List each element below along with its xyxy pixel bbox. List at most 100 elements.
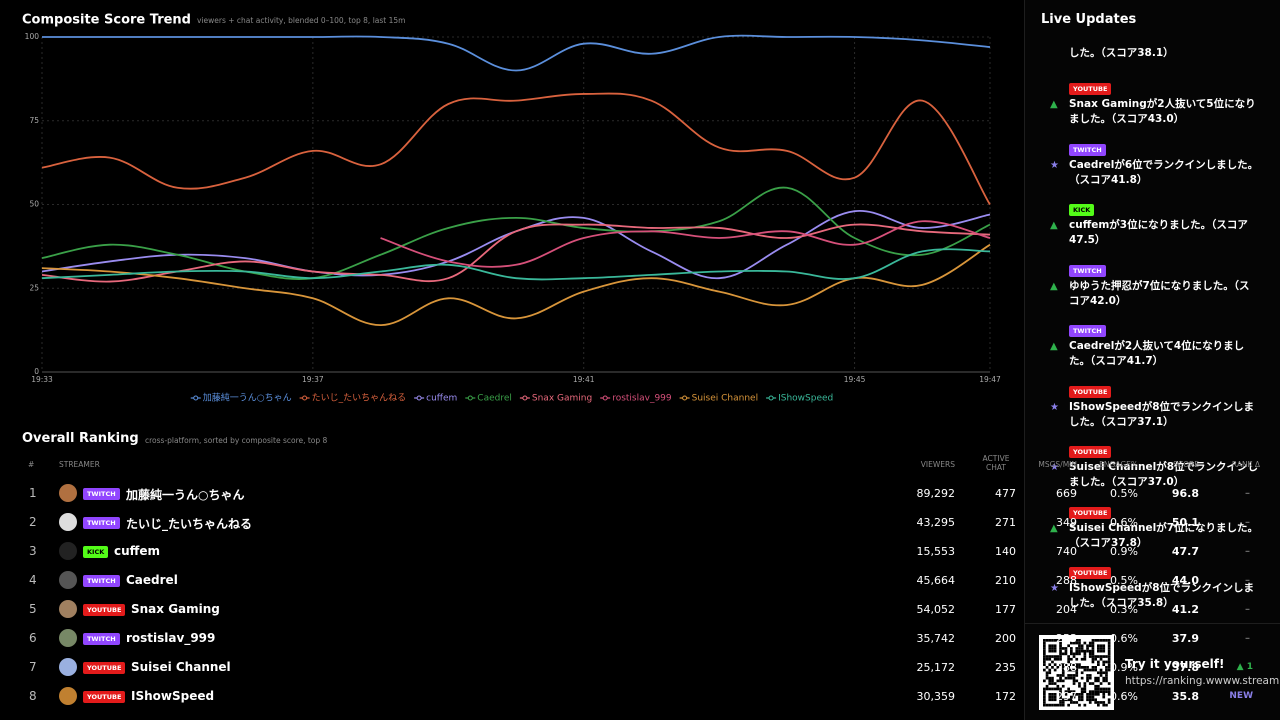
legend-item[interactable]: たいじ_たいちゃんねる [299,393,407,404]
rank-number: 8 [29,689,37,703]
cell-score: 50.1 [1171,516,1199,529]
cell-msgs: 669 [1056,487,1077,500]
platform-badge: YOUTUBE [83,662,126,674]
platform-badge: YOUTUBE [83,691,126,703]
update-text: Suisei Channelが7位になりました。（スコア37.8） [1069,521,1259,549]
avatar [59,542,77,560]
platform-badge: YOUTUBE [1069,446,1112,458]
cell-score: 96.8 [1171,487,1199,500]
avatar [59,687,77,705]
cell-viewers: 25,172 [916,661,956,674]
cell-score: 44.0 [1171,574,1199,587]
column-header: VIEWERS [920,460,955,469]
legend-item[interactable]: Snax Gaming [519,394,592,404]
column-header: MSGS/MIN [1038,460,1077,469]
update-text: Snax Gamingが2人抜いて5位になりました。（スコア43.0） [1069,98,1256,125]
rank-delta: – [1245,546,1250,557]
x-tick-label: 19:41 [573,375,595,384]
update-icon: ★ [1050,462,1059,473]
column-header: RANK Δ [1231,460,1260,469]
cell-viewers: 35,742 [916,632,956,645]
legend-item[interactable]: Caedrel [465,394,512,404]
legend-label: IShowSpeed [778,394,833,404]
platform-badge: YOUTUBE [1069,506,1112,519]
update-text: Caedrelが2人抜いて4位になりました。（スコア41.7） [1069,340,1245,367]
platform-badge: TWITCH [83,517,120,529]
x-tick-label: 19:37 [302,375,324,384]
update-text: した。（スコア38.1） [1069,47,1174,59]
legend-item[interactable]: IShowSpeed [766,394,833,404]
series-line [41,223,991,283]
chart-subtitle: viewers + chat activity, blended 0–100, … [197,16,405,25]
legend-marker [193,395,199,401]
x-tick-label: 19:33 [31,375,53,384]
update-item: ★ YOUTUBE IShowSpeedが8位でランクインしました。（スコア37.1… [1025,385,1280,446]
cell-msgs: 740 [1056,545,1077,558]
update-icon: ▲ [1050,280,1058,292]
column-header: # [28,460,35,469]
legend-item[interactable]: rostislav_999 [600,394,672,404]
platform-badge: TWITCH [1069,325,1106,337]
streamer-name: Snax Gaming [131,602,220,616]
series-line [41,243,991,327]
update-icon: ★ [1050,583,1059,594]
legend-label: たいじ_たいちゃんねる [312,393,407,404]
legend-label: 加藤純一うん○ちゃん [203,392,292,404]
avatar [59,513,77,531]
cell-viewers: 54,052 [916,603,956,616]
legend-marker [768,395,774,401]
rank-number: 2 [29,515,37,529]
cell-engage: 0.9% [1110,661,1138,674]
qr-code[interactable] [1039,635,1114,710]
update-icon: ▲ [1050,341,1058,352]
cell-active: 210 [995,574,1016,587]
update-item: ★ YOUTUBE IShowSpeedが8位でランクインしました。（スコア35.8… [1025,567,1280,620]
y-tick-label: 50 [29,200,39,209]
legend-label: rostislav_999 [612,394,672,404]
legend-label: cuffem [426,394,457,404]
platform-badge: YOUTUBE [83,604,126,616]
update-icon: ▲ [1050,522,1058,534]
update-item: ▲ YOUTUBE Suisei Channelが7位になりました。（スコア37.8… [1025,506,1280,567]
promo-url[interactable]: https://ranking.wwww.stream [1125,675,1280,687]
column-header: ENGAGE% [1099,460,1138,469]
update-list: した。（スコア38.1） ▲ YOUTUBE Snax Gamingが2人抜いて5位に… [1025,34,1280,620]
cell-msgs: 253 [1056,632,1077,645]
rank-number: 6 [29,631,37,645]
update-text: cuffemが3位になりました。（スコア47.5） [1069,219,1248,246]
platform-badge: TWITCH [83,633,120,645]
cell-engage: 0.5% [1110,574,1138,587]
cell-engage: 0.6% [1110,516,1138,529]
streamer-name: IShowSpeed [131,689,215,703]
column-header: SCORE [1173,460,1199,469]
cell-active: 172 [995,690,1016,703]
cell-engage: 0.5% [1110,487,1138,500]
cell-engage: 0.9% [1110,545,1138,558]
cell-score: 37.8 [1171,661,1199,674]
panel-title: Live Updates [1041,12,1137,27]
trend-chart: Composite Score Trend viewers + chat act… [22,13,1001,404]
y-tick-label: 25 [29,283,39,292]
legend-item[interactable]: cuffem [414,394,457,404]
legend-item[interactable]: 加藤純一うん○ちゃん [190,392,292,404]
rank-delta: – [1245,633,1250,644]
ranking-subtitle: cross-platform, sorted by composite scor… [145,436,328,445]
update-icon: ★ [1050,401,1059,413]
legend-label: Caedrel [477,394,512,404]
rank-number: 5 [29,602,37,616]
platform-badge: YOUTUBE [1069,385,1112,398]
rank-number: 7 [29,660,37,674]
column-header: ACTIVE CHAT [982,454,1010,472]
cell-engage: 0.3% [1110,603,1138,616]
x-tick-label: 19:47 [979,375,1001,384]
platform-badge: YOUTUBE [1069,83,1112,95]
cell-active: 477 [995,487,1016,500]
legend-label: Snax Gaming [532,394,592,404]
update-icon: ▲ [1050,220,1058,231]
streamer-name: 加藤純一うん○ちゃん [126,488,245,502]
cell-engage: 0.6% [1110,632,1138,645]
legend-marker [602,395,608,401]
streamer-name: Caedrel [126,573,178,587]
legend-item[interactable]: Suisei Channel [679,394,758,404]
rank-delta: – [1245,575,1250,586]
